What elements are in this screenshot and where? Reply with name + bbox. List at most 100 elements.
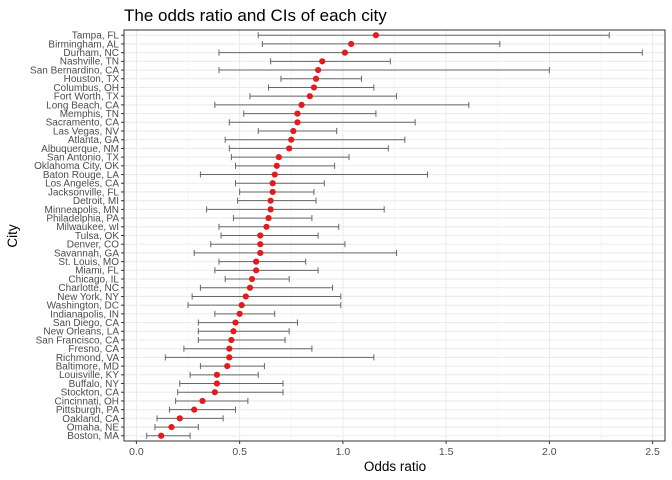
city-row xyxy=(220,232,319,239)
city-row xyxy=(239,188,315,196)
city-row xyxy=(218,49,643,56)
odds-ratio-point xyxy=(310,84,318,91)
odds-ratio-point xyxy=(257,241,264,248)
odds-ratio-point xyxy=(306,93,313,100)
city-row xyxy=(197,336,286,344)
y-tick-label: Oklahoma City, OK xyxy=(34,161,119,172)
odds-ratio-point xyxy=(294,119,301,126)
city-row xyxy=(214,101,470,108)
city-row xyxy=(224,136,406,143)
y-tick-label: Charlotte, NC xyxy=(58,283,119,294)
y-tick-label: New York, NY xyxy=(57,292,119,303)
y-tick-label: Nashville, TN xyxy=(60,57,119,68)
city-row xyxy=(197,319,298,326)
odds-ratio-point xyxy=(267,197,274,204)
y-tick-label: Birmingham, AL xyxy=(48,39,119,50)
city-row xyxy=(154,423,199,431)
odds-ratio-point xyxy=(230,328,237,335)
y-tick-label: Milwaukee, wI xyxy=(56,222,119,233)
city-row xyxy=(268,84,375,91)
city-row xyxy=(183,345,313,352)
odds-ratio-point xyxy=(319,58,326,65)
odds-ratio-point xyxy=(269,180,276,187)
city-row xyxy=(257,127,338,135)
city-row xyxy=(235,162,336,169)
city-row xyxy=(199,171,429,178)
city-row xyxy=(230,154,350,161)
odds-ratio-point xyxy=(248,275,256,283)
city-row xyxy=(218,223,340,230)
odds-ratio-point xyxy=(158,432,165,439)
odds-ratio-point xyxy=(265,214,272,222)
y-tick-label: Columbus, OH xyxy=(53,83,119,94)
city-row xyxy=(214,310,276,317)
city-row xyxy=(193,249,398,257)
odds-ratio-point xyxy=(211,389,218,396)
odds-ratio-point xyxy=(246,284,254,291)
odds-ratio-point xyxy=(176,415,183,422)
odds-ratio-point xyxy=(213,371,221,378)
city-row xyxy=(228,145,389,152)
y-tick-label: Oakland, CA xyxy=(62,414,119,425)
city-row xyxy=(243,110,377,117)
chart-title: The odds ratio and CIs of each city xyxy=(124,6,387,25)
y-tick-label: Richmond, VA xyxy=(56,353,120,364)
plot-border xyxy=(123,29,666,442)
y-tick-label: Philadelphia, PA xyxy=(46,213,119,224)
city-row xyxy=(175,397,249,405)
city-row xyxy=(249,93,398,100)
y-tick-label: Louisville, KY xyxy=(59,370,119,381)
y-tick-label: Sacramento, CA xyxy=(46,118,120,129)
y-tick-label: St. Louis, MO xyxy=(58,257,119,268)
odds-ratio-point xyxy=(290,127,297,135)
x-axis-title: Odds ratio xyxy=(364,459,426,474)
city-row xyxy=(232,214,313,222)
odds-ratio-point xyxy=(267,206,274,213)
y-tick-label: Tampa, FL xyxy=(72,31,120,42)
city-row xyxy=(164,354,375,361)
city-row xyxy=(228,119,416,126)
odds-ratio-point xyxy=(288,136,295,143)
odds-ratio-point xyxy=(257,232,264,239)
odds-ratio-point xyxy=(298,101,305,108)
y-tick-label: Fresno, CA xyxy=(68,344,119,355)
city-row xyxy=(214,267,319,274)
y-tick-label: Chicago, IL xyxy=(68,274,119,285)
y-tick-label: Minneapolis, MN xyxy=(45,205,119,216)
odds-ratio-point xyxy=(213,380,221,387)
odds-ratio-point xyxy=(199,397,206,405)
odds-ratio-point xyxy=(312,75,320,82)
city-row xyxy=(257,32,610,39)
odds-ratio-point xyxy=(224,363,231,370)
y-tick-label: Buffalo, NY xyxy=(69,379,120,390)
y-tick-label: Tulsa, OK xyxy=(75,231,119,242)
city-row xyxy=(189,371,259,378)
odds-ratio-point xyxy=(372,32,380,39)
city-row xyxy=(237,197,317,204)
y-tick-label: Jacksonville, FL xyxy=(48,187,120,198)
city-row xyxy=(197,328,290,335)
y-tick-label: Washington, DC xyxy=(47,301,119,312)
odds-ratio-point xyxy=(226,345,233,352)
y-tick-label: Durham, NC xyxy=(63,48,119,59)
city-row xyxy=(156,415,224,422)
y-tick-label: Albuquerque, NM xyxy=(41,144,119,155)
odds-ratio-point xyxy=(253,258,260,265)
odds-ratio-point xyxy=(348,40,355,48)
y-tick-label: Las Vegas, NV xyxy=(53,126,119,137)
odds-ratio-point xyxy=(275,154,282,161)
city-row xyxy=(191,293,342,300)
odds-ratio-point xyxy=(263,223,270,230)
x-tick-label: 1.5 xyxy=(439,446,454,458)
city-row xyxy=(210,241,346,248)
y-tick-label: San Diego, CA xyxy=(53,318,119,329)
y-tick-label: Savannah, GA xyxy=(54,248,119,259)
odds-ratio-point xyxy=(226,354,233,361)
x-tick-label: 1.0 xyxy=(336,446,351,458)
city-row xyxy=(261,40,501,48)
y-tick-label: Pittsburgh, PA xyxy=(56,405,120,416)
x-tick-label: 0.0 xyxy=(129,446,144,458)
y-tick-label: Los Angeles, CA xyxy=(45,179,119,190)
